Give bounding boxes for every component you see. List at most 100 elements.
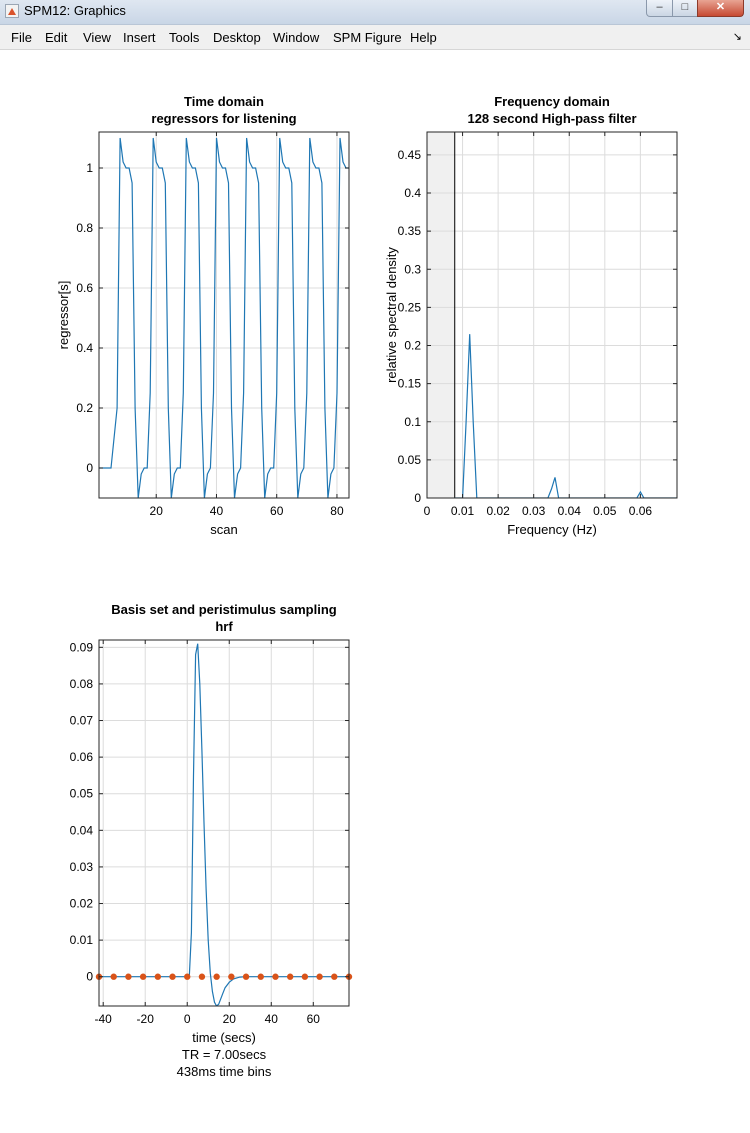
chart-subtitle: hrf bbox=[215, 619, 233, 634]
x-tick-label: 0 bbox=[184, 1012, 191, 1026]
basis-set-axes: -40 -20 0 20 40 60 0 0.01 0.02 0.03 0.04 0.05 0.06 0.… bbox=[70, 602, 353, 1079]
figure-svg: 20 40 60 80 0 0.2 0.4 0.6 0.8 1 Time domain regress… bbox=[56, 94, 678, 1079]
maximize-button[interactable]: □ bbox=[672, 0, 698, 17]
menubar: File Edit View Insert Tools Desktop Wind… bbox=[0, 25, 750, 50]
y-tick-label: 0.09 bbox=[70, 640, 94, 654]
matlab-icon bbox=[5, 4, 19, 18]
series-line bbox=[99, 643, 349, 1006]
y-tick-label: 0.8 bbox=[76, 221, 93, 235]
menu-file[interactable]: File bbox=[11, 30, 32, 45]
frequency-domain-axes: 0 0.01 0.02 0.03 0.04 0.05 0.06 0 0.05 0.1 0.15 0.2… bbox=[384, 94, 678, 537]
y-tick-label: 0.4 bbox=[76, 341, 93, 355]
sample-point bbox=[272, 973, 279, 980]
y-tick-label: 0.06 bbox=[70, 750, 94, 764]
time-domain-axes: 20 40 60 80 0 0.2 0.4 0.6 0.8 1 Time domain regress… bbox=[56, 94, 350, 537]
y-tick-label: 0.05 bbox=[398, 453, 422, 467]
sample-point bbox=[139, 973, 147, 980]
sample-point bbox=[198, 973, 206, 980]
y-tick-label: 0.03 bbox=[70, 860, 94, 874]
window-titlebar: SPM12: Graphics – □ ✕ bbox=[0, 0, 750, 25]
figure-canvas: 20 40 60 80 0 0.2 0.4 0.6 0.8 1 Time domain regress… bbox=[0, 50, 750, 1128]
x-tick-label: 60 bbox=[307, 1012, 321, 1026]
axes-frame bbox=[98, 131, 350, 499]
menu-desktop[interactable]: Desktop bbox=[213, 30, 261, 45]
axes-frame bbox=[98, 639, 350, 1007]
menu-insert[interactable]: Insert bbox=[123, 30, 156, 45]
y-tick-label: 0.1 bbox=[404, 415, 421, 429]
menu-help[interactable]: Help bbox=[410, 30, 437, 45]
y-tick-label: 0.6 bbox=[76, 281, 93, 295]
sample-point bbox=[213, 973, 220, 980]
menu-tools[interactable]: Tools bbox=[169, 30, 200, 45]
menu-window[interactable]: Window bbox=[273, 30, 320, 45]
sample-point bbox=[110, 973, 117, 980]
y-axis-label: regressor[s] bbox=[56, 281, 71, 350]
y-tick-label: 0.45 bbox=[398, 148, 422, 162]
y-tick-label: 0.4 bbox=[404, 186, 421, 200]
sample-point bbox=[331, 973, 338, 980]
x-tick-label: 80 bbox=[330, 504, 344, 518]
y-tick-label: 0.15 bbox=[398, 377, 422, 391]
x-tick-label: 0.05 bbox=[593, 504, 617, 518]
minimize-button[interactable]: – bbox=[646, 0, 673, 17]
y-tick-label: 0.08 bbox=[70, 677, 94, 691]
y-tick-label: 0.01 bbox=[70, 933, 94, 947]
sample-point bbox=[316, 973, 323, 980]
x-tick-label: 0.03 bbox=[522, 504, 546, 518]
chart-title: Time domain bbox=[184, 94, 264, 109]
y-tick-label: 0.04 bbox=[70, 823, 94, 837]
window-title: SPM12: Graphics bbox=[24, 3, 126, 18]
sample-point bbox=[242, 973, 250, 980]
series-line bbox=[454, 334, 677, 498]
y-tick-label: 1 bbox=[86, 161, 93, 175]
y-tick-label: 0.25 bbox=[398, 300, 422, 314]
x-axis-label: scan bbox=[210, 522, 237, 537]
sample-point bbox=[228, 973, 235, 980]
y-tick-label: 0.07 bbox=[70, 714, 94, 728]
menu-view[interactable]: View bbox=[83, 30, 111, 45]
series-line bbox=[99, 137, 349, 498]
chart-note: TR = 7.00secs bbox=[182, 1047, 267, 1062]
x-tick-label: 20 bbox=[223, 1012, 237, 1026]
chart-note: 438ms time bins bbox=[177, 1064, 272, 1079]
y-tick-label: 0 bbox=[86, 461, 93, 475]
x-tick-label: 0 bbox=[424, 504, 431, 518]
x-tick-label: 0.01 bbox=[451, 504, 475, 518]
chart-subtitle: regressors for listening bbox=[151, 111, 296, 126]
y-tick-label: 0 bbox=[414, 491, 421, 505]
y-axis-label: relative spectral density bbox=[384, 247, 399, 383]
menu-edit[interactable]: Edit bbox=[45, 30, 68, 45]
x-tick-label: 0.04 bbox=[558, 504, 582, 518]
chart-title: Frequency domain bbox=[494, 94, 610, 109]
sample-point bbox=[286, 973, 294, 980]
sample-point bbox=[154, 973, 162, 980]
sample-point bbox=[301, 973, 309, 980]
x-tick-label: 20 bbox=[150, 504, 164, 518]
y-tick-label: 0 bbox=[86, 970, 93, 984]
y-tick-label: 0.05 bbox=[70, 787, 94, 801]
chart-title: Basis set and peristimulus sampling bbox=[111, 602, 336, 617]
filtered-region bbox=[427, 132, 455, 498]
y-tick-label: 0.02 bbox=[70, 897, 94, 911]
chart-subtitle: 128 second High-pass filter bbox=[467, 111, 636, 126]
sample-point bbox=[257, 973, 264, 980]
x-tick-label: 0.02 bbox=[486, 504, 510, 518]
x-tick-label: 40 bbox=[265, 1012, 279, 1026]
menu-spm-figure[interactable]: SPM Figure bbox=[333, 30, 402, 45]
sample-point bbox=[184, 973, 191, 980]
x-axis-label: Frequency (Hz) bbox=[507, 522, 597, 537]
y-tick-label: 0.3 bbox=[404, 262, 421, 276]
x-tick-label: -40 bbox=[95, 1012, 113, 1026]
y-tick-label: 0.2 bbox=[76, 401, 93, 415]
dock-arrow-icon[interactable]: ↘ bbox=[732, 31, 742, 43]
x-tick-label: 0.06 bbox=[629, 504, 653, 518]
y-tick-label: 0.2 bbox=[404, 339, 421, 353]
close-button[interactable]: ✕ bbox=[697, 0, 744, 17]
axes-frame bbox=[426, 131, 678, 499]
y-tick-label: 0.35 bbox=[398, 224, 422, 238]
sample-point bbox=[125, 973, 132, 980]
x-tick-label: -20 bbox=[137, 1012, 155, 1026]
x-tick-label: 40 bbox=[210, 504, 224, 518]
sample-point bbox=[169, 973, 176, 980]
x-axis-label: time (secs) bbox=[192, 1030, 256, 1045]
